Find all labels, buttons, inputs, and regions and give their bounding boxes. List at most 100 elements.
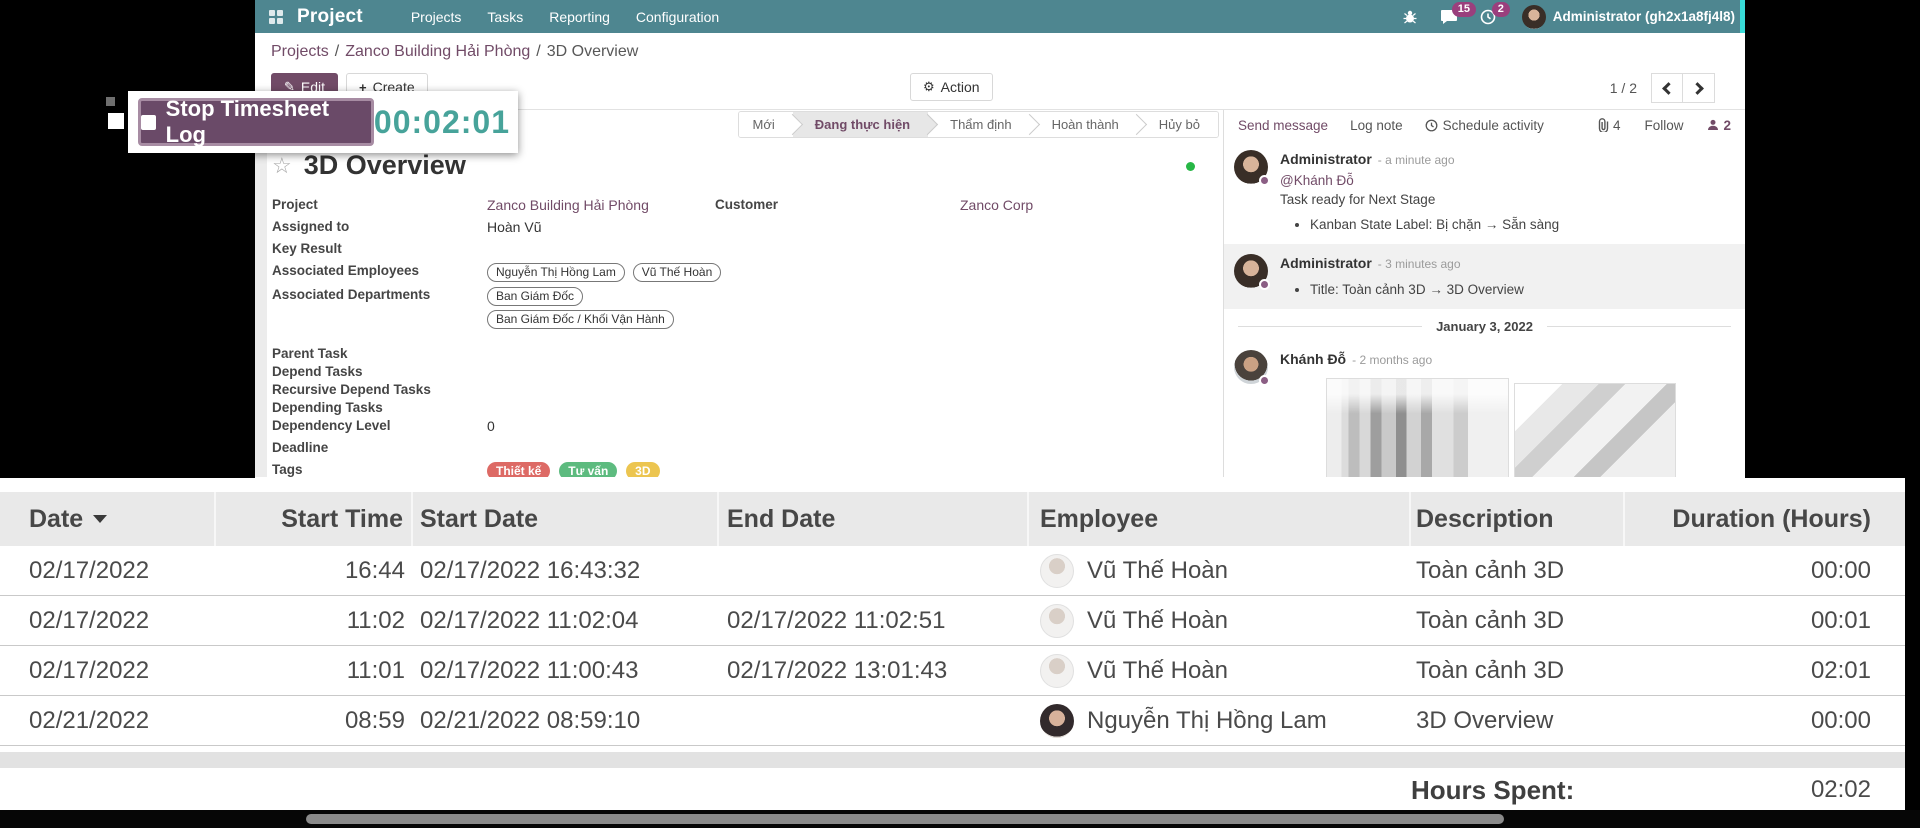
table-row[interactable]: 02/21/2022 08:59 02/21/2022 08:59:10 Ngu… xyxy=(0,696,1905,746)
table-footer: Hours Spent: 02:02 xyxy=(0,768,1905,812)
form-margin-strip xyxy=(255,110,267,477)
date-separator: January 3, 2022 xyxy=(1224,309,1745,340)
chevron-left-icon xyxy=(1662,81,1675,95)
cell-end-date: 02/17/2022 11:02:51 xyxy=(727,606,946,634)
stop-timesheet-button[interactable]: Stop Timesheet Log xyxy=(138,96,374,147)
department-tag: Ban Giám Đốc / Khối Vận Hành xyxy=(487,310,674,329)
hours-spent-label: Hours Spent: xyxy=(1411,774,1575,805)
photo-attachment[interactable] xyxy=(1514,383,1676,477)
attachments-button[interactable]: 4 xyxy=(1597,118,1620,133)
table-row[interactable]: 02/17/2022 16:44 02/17/2022 16:43:32 Vũ … xyxy=(0,546,1905,596)
cell-duration: 00:00 xyxy=(1810,556,1871,584)
project-value[interactable]: Zanco Building Hải Phòng xyxy=(487,197,649,213)
plus-icon: + xyxy=(359,79,367,95)
top-navbar: Project Projects Tasks Reporting Configu… xyxy=(255,0,1745,33)
cell-description: Toàn cảnh 3D xyxy=(1416,656,1565,684)
debug-bug-icon[interactable] xyxy=(1402,9,1418,25)
pager-next-button[interactable] xyxy=(1683,73,1715,103)
activities-badge: 2 xyxy=(1491,1,1510,17)
screen-artifact xyxy=(106,97,115,106)
status-row: Mới Đang thực hiện Thẩm định Hoàn thành … xyxy=(255,110,1223,138)
column-header-start-date[interactable]: Start Date xyxy=(413,492,719,546)
timer-display: 00:02:01 xyxy=(373,103,510,140)
app-name[interactable]: Project xyxy=(297,5,363,27)
table-separator-band xyxy=(0,752,1905,768)
user-avatar[interactable] xyxy=(1521,4,1546,29)
message-time: - 2 months ago xyxy=(1352,353,1433,367)
messages-badge: 15 xyxy=(1451,1,1476,17)
cell-start-time: 11:01 xyxy=(346,656,405,684)
column-header-duration[interactable]: Duration (Hours) xyxy=(1672,504,1871,533)
timesheet-table: Date Start Time Start Date End Date Empl… xyxy=(0,478,1920,828)
chatter-toolbar: Send message Log note Schedule activity … xyxy=(1224,110,1745,140)
message-author[interactable]: Administrator xyxy=(1280,151,1372,167)
cell-description: Toàn cảnh 3D xyxy=(1416,606,1565,634)
message-author[interactable]: Administrator xyxy=(1280,255,1372,271)
form-sheet: ☆ 3D Overview Customer Zanco Corp Projec… xyxy=(255,138,1223,477)
stop-icon xyxy=(141,114,156,130)
follow-button[interactable]: Follow xyxy=(1644,117,1684,133)
avatar xyxy=(1234,350,1270,386)
customer-value[interactable]: Zanco Corp xyxy=(960,197,1034,213)
column-header-start-time[interactable]: Start Time xyxy=(216,492,413,546)
menu-item-configuration[interactable]: Configuration xyxy=(635,8,720,25)
avatar xyxy=(1040,553,1074,588)
user-menu[interactable]: Administrator (gh2x1a8fj4l8) xyxy=(1552,9,1735,24)
message-mention[interactable]: @Khánh Đỗ xyxy=(1280,173,1354,188)
stage-item-tham-dinh[interactable]: Thẩm định xyxy=(928,111,1030,137)
column-header-description[interactable]: Description xyxy=(1411,492,1625,546)
cell-employee: Vũ Thế Hoàn xyxy=(1029,603,1411,638)
deadline-label: Deadline xyxy=(272,440,329,455)
followers-button[interactable]: 2 xyxy=(1707,118,1731,133)
breadcrumb-link-project[interactable]: Zanco Building Hải Phòng xyxy=(345,43,531,60)
cell-duration: 00:00 xyxy=(1810,706,1871,734)
dependency-level-label: Dependency Level xyxy=(272,418,391,433)
message: Administrator - 3 minutes ago Title: Toàn… xyxy=(1224,244,1745,309)
departments-label: Associated Departments xyxy=(272,287,431,302)
cell-description: 3D Overview xyxy=(1416,706,1554,734)
employees-label: Associated Employees xyxy=(272,263,420,278)
table-row[interactable]: 02/17/2022 11:01 02/17/2022 11:00:43 02/… xyxy=(0,646,1905,696)
message-author[interactable]: Khánh Đỗ xyxy=(1280,351,1347,367)
breadcrumb-link-projects[interactable]: Projects xyxy=(271,43,329,60)
apps-grid-icon[interactable] xyxy=(269,9,283,24)
photo-attachment[interactable] xyxy=(1326,378,1509,477)
presence-dot xyxy=(1259,375,1270,386)
horizontal-scrollbar-thumb[interactable] xyxy=(306,814,1504,824)
star-icon[interactable]: ☆ xyxy=(272,152,292,178)
schedule-activity-button[interactable]: Schedule activity xyxy=(1425,118,1544,133)
messages-icon[interactable]: 15 xyxy=(1440,1,1476,25)
page-title: 3D Overview xyxy=(303,150,466,180)
chevron-right-icon xyxy=(1690,81,1704,95)
activities-icon[interactable]: 2 xyxy=(1480,1,1510,25)
timesheet-timer-overlay: Stop Timesheet Log 00:02:01 xyxy=(128,91,518,153)
presence-dot xyxy=(1259,279,1270,290)
pager-prev-button[interactable] xyxy=(1651,73,1683,103)
column-header-date[interactable]: Date xyxy=(0,492,216,546)
project-label: Project xyxy=(272,197,318,212)
cell-date: 02/17/2022 xyxy=(29,556,150,584)
pager: 1 / 2 xyxy=(1610,73,1715,103)
table-row[interactable]: 02/17/2022 11:02 02/17/2022 11:02:04 02/… xyxy=(0,596,1905,646)
menu-item-reporting[interactable]: Reporting xyxy=(549,8,610,25)
avatar xyxy=(1234,150,1270,186)
menu-item-projects[interactable]: Projects xyxy=(410,8,462,25)
stage-item-moi[interactable]: Mới xyxy=(738,111,793,137)
log-note-button[interactable]: Log note xyxy=(1350,117,1403,133)
window-edge-highlight xyxy=(1740,0,1745,33)
menu-item-tasks[interactable]: Tasks xyxy=(487,8,524,25)
cell-employee: Vũ Thế Hoàn xyxy=(1029,553,1411,588)
action-button[interactable]: ⚙ Action xyxy=(910,73,993,101)
dependency-level-value: 0 xyxy=(487,418,495,434)
send-message-button[interactable]: Send message xyxy=(1238,117,1329,133)
stage-item-hoan-thanh[interactable]: Hoàn thành xyxy=(1029,111,1137,137)
column-header-employee[interactable]: Employee xyxy=(1029,492,1411,546)
kanban-state-dot[interactable] xyxy=(1186,162,1195,171)
column-header-end-date[interactable]: End Date xyxy=(719,492,1029,546)
stage-item-dang-thuc-hien[interactable]: Đang thực hiện xyxy=(792,111,929,137)
depend-tasks-label: Depend Tasks xyxy=(272,364,363,379)
stage-item-huy-bo[interactable]: Hủy bỏ xyxy=(1136,111,1218,137)
cell-employee: Vũ Thế Hoàn xyxy=(1029,653,1411,688)
message: Khánh Đỗ - 2 months ago xyxy=(1224,340,1745,477)
